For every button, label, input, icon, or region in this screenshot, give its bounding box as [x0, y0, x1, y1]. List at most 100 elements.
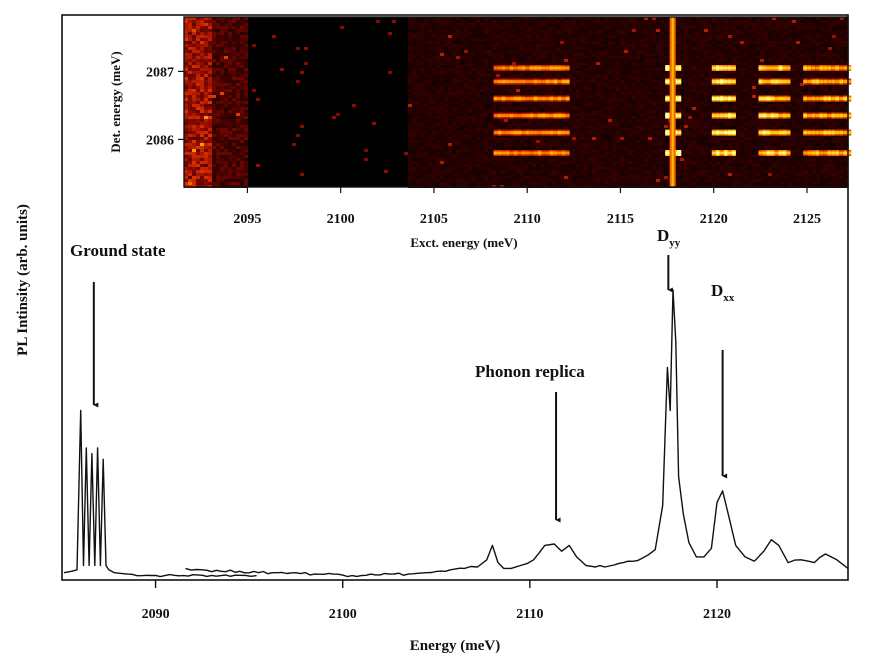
inset-noise-cell	[652, 83, 656, 86]
inset-noise-cell	[220, 26, 224, 29]
inset-noise-cell	[472, 158, 476, 161]
inset-noise-cell	[676, 182, 680, 185]
inset-noise-cell	[468, 164, 472, 167]
inset-noise-cell	[652, 26, 656, 29]
inset-noise-cell	[484, 173, 488, 176]
inset-noise-cell	[488, 164, 492, 167]
inset-noise-cell	[512, 71, 516, 74]
inset-noise-cell	[240, 119, 244, 122]
inset-noise-cell	[340, 26, 344, 29]
inset-noise-cell	[536, 179, 540, 182]
inset-noise-cell	[416, 152, 420, 155]
inset-noise-cell	[576, 56, 580, 59]
inset-noise-cell	[208, 167, 212, 170]
inset-noise-cell	[544, 167, 548, 170]
inset-noise-cell	[436, 107, 440, 110]
inset-noise-cell	[188, 74, 192, 77]
inset-noise-cell	[524, 104, 528, 107]
inset-noise-cell	[440, 140, 444, 143]
inset-noise-cell	[504, 128, 508, 131]
inset-noise-cell	[684, 101, 688, 104]
inset-noise-cell	[544, 107, 548, 110]
inset-noise-cell	[204, 179, 208, 182]
inset-noise-cell	[568, 149, 572, 152]
inset-noise-cell	[624, 62, 628, 65]
inset-noise-cell	[624, 125, 628, 128]
inset-noise-cell	[608, 62, 612, 65]
inset-noise-cell	[420, 101, 424, 104]
inset-noise-cell	[240, 143, 244, 146]
inset-noise-cell	[208, 62, 212, 65]
inset-noise-cell	[452, 20, 456, 23]
inset-noise-cell	[480, 89, 484, 92]
inset-noise-cell	[436, 83, 440, 86]
inset-noise-cell	[604, 143, 608, 146]
inset-noise-cell	[240, 50, 244, 53]
inset-noise-cell	[472, 23, 476, 26]
inset-noise-cell	[204, 65, 208, 68]
inset-noise-cell	[656, 122, 660, 125]
inset-noise-cell	[532, 122, 536, 125]
inset-noise-cell	[588, 158, 592, 161]
inset-noise-cell	[560, 62, 564, 65]
inset-noise-cell	[244, 53, 248, 56]
inset-noise-cell	[556, 155, 560, 158]
inset-noise-cell	[476, 47, 480, 50]
inset-noise-cell	[628, 170, 632, 173]
inset-noise-cell	[680, 98, 684, 101]
inset-noise-cell	[592, 149, 596, 152]
inset-noise-cell	[208, 71, 212, 74]
inset-noise-cell	[408, 167, 412, 170]
inset-noise-cell	[432, 92, 436, 95]
inset-noise-cell	[508, 26, 512, 29]
inset-noise-cell	[616, 152, 620, 155]
inset-noise-cell	[584, 59, 588, 62]
inset-noise-cell	[508, 35, 512, 38]
inset-noise-cell	[484, 116, 488, 119]
inset-noise-cell	[524, 182, 528, 185]
inset-noise-cell	[560, 104, 564, 107]
inset-noise-cell	[676, 23, 680, 26]
inset-noise-cell	[616, 92, 620, 95]
inset-noise-cell	[604, 59, 608, 62]
inset-noise-cell	[636, 170, 640, 173]
inset-noise-cell	[240, 26, 244, 29]
inset-noise-cell	[596, 59, 600, 62]
inset-noise-cell	[184, 47, 188, 50]
inset-noise-cell	[684, 56, 688, 59]
inset-noise-cell	[200, 62, 204, 65]
inset-noise-cell	[204, 182, 208, 185]
inset-noise-cell	[432, 59, 436, 62]
inset-noise-cell	[660, 170, 664, 173]
inset-noise-cell	[516, 35, 520, 38]
inset-noise-cell	[472, 101, 476, 104]
inset-noise-cell	[596, 173, 600, 176]
inset-noise-cell	[620, 122, 624, 125]
inset-noise-cell	[212, 62, 216, 65]
inset-noise-cell	[676, 50, 680, 53]
inset-noise-cell	[444, 161, 448, 164]
inset-noise-cell	[420, 68, 424, 71]
inset-noise-cell	[676, 101, 680, 104]
inset-noise-cell	[224, 134, 228, 137]
inset-noise-cell	[256, 164, 260, 167]
inset-noise-cell	[416, 23, 420, 26]
inset-noise-cell	[572, 83, 576, 86]
inset-noise-cell	[224, 20, 228, 23]
inset-noise-cell	[660, 68, 664, 71]
inset-noise-cell	[200, 38, 204, 41]
inset-noise-cell	[568, 53, 572, 56]
inset-noise-cell	[216, 179, 220, 182]
inset-noise-cell	[476, 32, 480, 35]
inset-noise-cell	[632, 143, 636, 146]
inset-noise-cell	[232, 41, 236, 44]
inset-noise-cell	[568, 71, 572, 74]
inset-noise-cell	[460, 23, 464, 26]
inset-noise-cell	[208, 140, 212, 143]
inset-noise-cell	[680, 86, 684, 89]
inset-noise-cell	[236, 59, 240, 62]
inset-noise-cell	[228, 131, 232, 134]
inset-noise-cell	[480, 101, 484, 104]
inset-noise-cell	[456, 86, 460, 89]
inset-noise-cell	[216, 143, 220, 146]
